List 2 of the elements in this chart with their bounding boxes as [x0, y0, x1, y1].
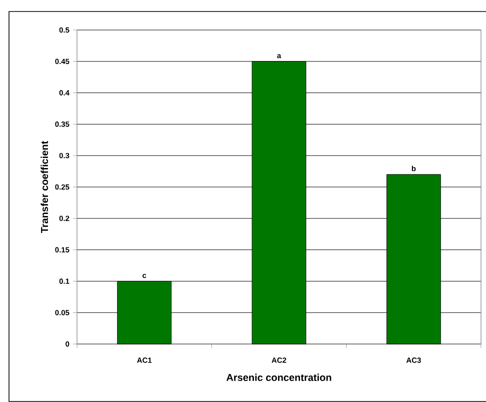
x-axis-title: Arsenic concentration — [226, 374, 332, 382]
y-axis-title: Transfer coefficient — [40, 141, 48, 234]
